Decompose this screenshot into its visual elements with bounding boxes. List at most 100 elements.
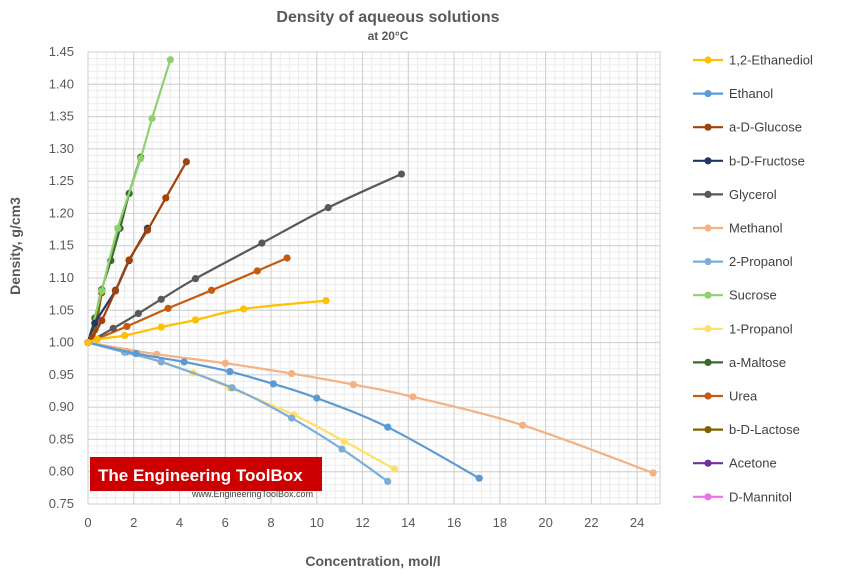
data-point xyxy=(98,287,106,295)
data-point xyxy=(180,358,188,366)
y-tick-label: 0.80 xyxy=(49,464,74,479)
series-sucrose xyxy=(84,56,174,347)
data-point xyxy=(148,114,156,123)
legend-swatch-marker xyxy=(704,258,712,266)
data-point xyxy=(114,224,122,232)
data-point xyxy=(166,56,174,64)
data-point xyxy=(288,369,296,378)
legend-label: D-Mannitol xyxy=(729,489,792,504)
legend-swatch-marker xyxy=(704,426,712,434)
legend-label: Acetone xyxy=(729,456,777,471)
legend-label: Urea xyxy=(729,389,758,404)
data-point xyxy=(125,256,133,264)
data-point xyxy=(409,393,417,401)
data-point xyxy=(384,423,392,431)
legend-label: b-D-Fructose xyxy=(729,153,805,168)
y-tick-label: 1.15 xyxy=(49,238,74,253)
data-point xyxy=(338,445,346,453)
legend-item-1-propanol: 1-Propanol xyxy=(693,321,793,336)
x-tick-label: 2 xyxy=(130,515,137,530)
data-point xyxy=(121,331,129,340)
data-point xyxy=(207,286,216,294)
y-tick-label: 1.30 xyxy=(49,141,74,156)
data-point xyxy=(93,335,101,343)
y-tick-label: 1.35 xyxy=(49,109,74,124)
legend-label: Sucrose xyxy=(729,288,777,303)
legend-label: b-D-Lactose xyxy=(729,422,800,437)
watermark: The Engineering ToolBox www.EngineeringT… xyxy=(90,457,322,499)
legend-item-urea: Urea xyxy=(693,389,758,404)
x-tick-label: 4 xyxy=(176,515,183,530)
x-tick-label: 22 xyxy=(584,515,598,530)
data-point xyxy=(164,304,172,312)
data-point xyxy=(109,324,117,332)
watermark-logo-text: The Engineering ToolBox xyxy=(98,466,303,485)
legend-swatch-marker xyxy=(704,157,712,165)
legend-item-2-propanol: 2-Propanol xyxy=(693,254,793,269)
data-point xyxy=(226,368,234,376)
data-point xyxy=(390,465,399,473)
y-tick-labels: 0.75 0.80 0.85 0.90 0.95 1.00 1.05 1.10 1.15 1.20… xyxy=(49,44,74,511)
data-point xyxy=(143,226,152,234)
legend-label: 2-Propanol xyxy=(729,254,793,269)
legend-swatch-marker xyxy=(704,392,712,400)
data-point xyxy=(228,384,236,392)
legend-swatch-marker xyxy=(704,90,712,98)
data-point xyxy=(239,305,248,313)
y-tick-label: 1.20 xyxy=(49,205,74,220)
legend-label: a-D-Glucose xyxy=(729,120,802,135)
chart-title: Density of aqueous solutions xyxy=(276,9,499,26)
data-point xyxy=(253,267,261,275)
x-tick-label: 0 xyxy=(84,515,91,530)
data-point xyxy=(269,380,277,388)
data-point xyxy=(98,317,106,325)
data-point xyxy=(137,154,145,163)
y-tick-label: 0.75 xyxy=(49,496,74,511)
legend-swatch-marker xyxy=(704,123,712,131)
x-tick-label: 10 xyxy=(310,515,324,530)
legend: 1,2-Ethanediol Ethanol a-D-Glucose b-D-Fruc… xyxy=(693,53,813,504)
y-tick-label: 1.00 xyxy=(49,335,74,350)
x-tick-label: 8 xyxy=(267,515,274,530)
legend-item-sucrose: Sucrose xyxy=(693,288,777,303)
data-point xyxy=(475,474,483,482)
legend-swatch-marker xyxy=(704,291,712,299)
data-point xyxy=(349,380,358,389)
y-tick-label: 1.25 xyxy=(49,173,74,188)
legend-swatch-marker xyxy=(704,190,712,198)
data-point xyxy=(157,295,165,303)
legend-item-glycerol: Glycerol xyxy=(693,187,777,202)
legend-item-a-maltose: a-Maltose xyxy=(693,355,786,370)
legend-label: Methanol xyxy=(729,221,783,236)
legend-label: a-Maltose xyxy=(729,355,786,370)
data-point xyxy=(258,239,266,247)
legend-item-b-d-lactose: b-D-Lactose xyxy=(693,422,800,437)
data-point xyxy=(157,358,165,366)
y-tick-label: 0.85 xyxy=(49,431,74,446)
data-point xyxy=(283,254,291,262)
y-tick-label: 1.40 xyxy=(49,76,74,91)
x-tick-labels: 0 2 4 6 8 10 12 14 16 18 20 22 24 xyxy=(84,515,644,530)
data-point xyxy=(84,338,92,347)
series-1-2-ethanediol xyxy=(84,297,330,347)
data-point xyxy=(221,359,229,367)
legend-item-acetone: Acetone xyxy=(693,456,777,471)
data-point xyxy=(91,319,99,327)
data-point xyxy=(322,297,330,305)
data-point xyxy=(313,394,321,402)
x-tick-label: 16 xyxy=(447,515,461,530)
legend-item-methanol: Methanol xyxy=(693,221,783,236)
legend-label: 1-Propanol xyxy=(729,321,793,336)
legend-label: Ethanol xyxy=(729,86,773,101)
x-axis-label: Concentration, mol/l xyxy=(305,553,440,569)
y-tick-label: 0.95 xyxy=(49,367,74,382)
data-point xyxy=(324,204,332,212)
legend-item-b-d-fructose: b-D-Fructose xyxy=(693,153,805,168)
data-point xyxy=(132,349,140,358)
x-tick-label: 6 xyxy=(222,515,229,530)
data-point xyxy=(340,437,348,445)
x-tick-label: 14 xyxy=(401,515,415,530)
data-point xyxy=(111,287,120,295)
legend-swatch-marker xyxy=(704,493,712,501)
